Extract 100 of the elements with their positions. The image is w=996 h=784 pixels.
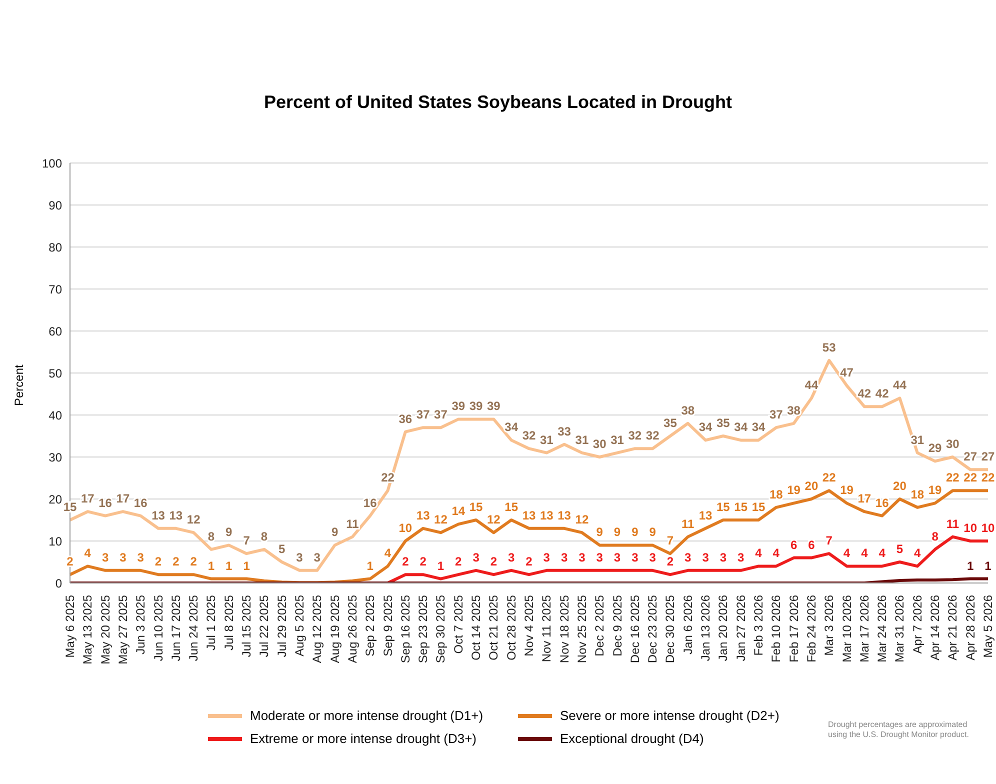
data-label: 15 xyxy=(752,500,766,514)
data-label: 32 xyxy=(628,428,642,443)
data-label: 3 xyxy=(684,550,692,564)
data-label: 9 xyxy=(596,525,604,540)
y-tick-label: 60 xyxy=(48,324,62,338)
data-label: 4 xyxy=(861,546,868,560)
data-label: 3 xyxy=(632,550,639,564)
data-label: 38 xyxy=(681,403,695,418)
data-label: 47 xyxy=(840,366,854,380)
data-label: 18 xyxy=(769,487,784,502)
x-tick-label: Oct 14 2025 xyxy=(469,594,484,660)
x-tick-label: Mar 17 2026 xyxy=(857,594,872,662)
data-label: 53 xyxy=(822,340,836,354)
data-label: 11 xyxy=(682,516,695,531)
data-label: 2 xyxy=(420,554,427,569)
data-label: 32 xyxy=(646,428,660,443)
data-label: 37 xyxy=(416,408,430,422)
data-label: 31 xyxy=(575,432,589,447)
data-label: 34 xyxy=(504,420,518,434)
data-label: 6 xyxy=(808,538,816,552)
x-tick-label: Aug 5 2025 xyxy=(292,594,306,656)
data-label: 39 xyxy=(452,399,466,414)
data-label: 3 xyxy=(508,550,515,564)
x-tick-label: Apr 21 2026 xyxy=(946,594,960,660)
data-label: 8 xyxy=(932,529,939,544)
data-label: 13 xyxy=(522,508,536,522)
y-tick-label: 10 xyxy=(48,534,62,548)
data-label: 27 xyxy=(981,450,995,464)
data-label: 19 xyxy=(928,483,942,498)
x-tick-label: Jun 3 2025 xyxy=(134,594,148,654)
data-label: 12 xyxy=(575,512,589,527)
data-label: 16 xyxy=(363,496,378,510)
data-label: 15 xyxy=(504,500,518,514)
x-tick-label: Jun 24 2025 xyxy=(186,594,201,662)
data-label: 20 xyxy=(893,479,907,493)
x-tick-label: Oct 28 2025 xyxy=(504,594,518,660)
x-tick-label: May 27 2025 xyxy=(116,594,130,664)
data-label: 5 xyxy=(896,542,904,556)
data-label: 19 xyxy=(840,483,854,498)
y-axis-title: Percent xyxy=(12,364,26,406)
y-tick-label: 70 xyxy=(48,282,62,296)
data-label: 29 xyxy=(928,441,942,456)
legend-label: Extreme or more intense drought (D3+) xyxy=(250,731,477,746)
data-label: 7 xyxy=(666,534,674,548)
x-tick-label: May 13 2025 xyxy=(80,594,95,664)
data-label: 1 xyxy=(437,558,444,573)
x-tick-label: May 20 2025 xyxy=(98,594,112,664)
data-label: 34 xyxy=(752,420,766,434)
data-label: 5 xyxy=(278,542,286,556)
y-tick-label: 100 xyxy=(42,156,62,170)
data-label: 33 xyxy=(558,424,572,438)
data-label: 15 xyxy=(469,500,484,514)
data-label: 4 xyxy=(878,546,886,560)
data-label: 2 xyxy=(666,554,674,569)
x-tick-label: Apr 14 2026 xyxy=(928,594,942,660)
data-label: 9 xyxy=(331,525,338,540)
data-label: 17 xyxy=(858,492,872,506)
data-label: 35 xyxy=(716,416,730,430)
data-label: 16 xyxy=(875,496,890,510)
x-tick-label: Dec 16 2025 xyxy=(628,594,642,664)
data-label: 20 xyxy=(804,479,818,493)
x-tick-label: Mar 31 2026 xyxy=(892,594,907,662)
data-label: 15 xyxy=(734,500,748,514)
legend-label: Exceptional drought (D4) xyxy=(560,731,704,746)
y-tick-label: 90 xyxy=(48,198,62,212)
x-tick-label: Nov 11 2025 xyxy=(540,594,554,662)
x-tick-label: Oct 7 2025 xyxy=(451,594,466,654)
data-label: 9 xyxy=(632,525,639,540)
data-label: 11 xyxy=(346,516,360,531)
data-label: 10 xyxy=(964,521,978,535)
data-label: 13 xyxy=(169,508,183,522)
y-tick-label: 0 xyxy=(55,576,62,590)
y-tick-label: 30 xyxy=(48,450,62,464)
data-label: 2 xyxy=(490,554,498,569)
x-tick-label: Jan 27 2026 xyxy=(734,594,748,662)
x-tick-label: Jan 20 2026 xyxy=(716,594,730,662)
data-label: 10 xyxy=(981,521,995,535)
data-label: 7 xyxy=(826,534,833,548)
x-tick-label: Dec 30 2025 xyxy=(663,594,678,664)
data-label: 4 xyxy=(755,546,762,560)
data-label: 27 xyxy=(964,450,978,464)
x-tick-label: Jul 22 2025 xyxy=(257,594,272,658)
x-tick-label: Mar 10 2026 xyxy=(840,594,854,662)
data-label: 4 xyxy=(843,546,850,560)
x-tick-label: Aug 19 2025 xyxy=(328,594,342,664)
data-label: 42 xyxy=(875,386,890,401)
data-label: 1 xyxy=(208,558,215,573)
data-label: 3 xyxy=(472,550,480,564)
data-label: 3 xyxy=(578,550,586,564)
data-label: 13 xyxy=(698,508,713,522)
data-label: 2 xyxy=(402,554,410,569)
x-tick-label: Jul 8 2025 xyxy=(222,594,236,650)
x-tick-label: Aug 26 2025 xyxy=(345,594,360,664)
data-label: 13 xyxy=(416,508,430,522)
data-label: 2 xyxy=(172,554,180,569)
data-label: 4 xyxy=(914,546,922,560)
data-label: 8 xyxy=(208,529,215,544)
y-tick-label: 50 xyxy=(48,366,62,380)
data-label: 3 xyxy=(543,550,550,564)
data-label: 16 xyxy=(98,496,112,510)
